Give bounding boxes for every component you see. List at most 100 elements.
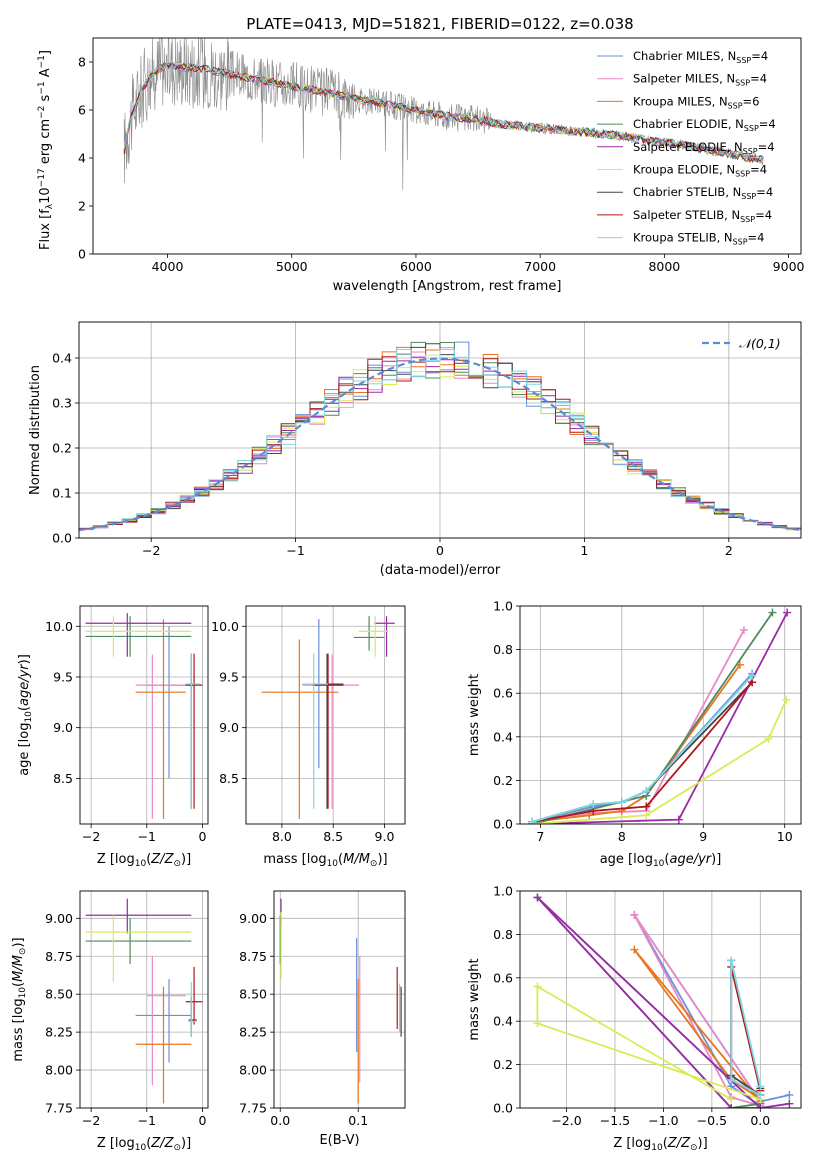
axes-frame: −2.0 −1.5 −1.0 −0.5 0.0 0.0 0.2 0.4 0.6 0.8 1.0 [493, 884, 802, 1128]
x-tick-label: 0.0 [270, 1113, 290, 1128]
axes-box [519, 605, 802, 825]
x-axis-label: age [log10(age/yr)] [600, 852, 722, 869]
plot-area [261, 616, 395, 819]
chart-age_vs_Z: −2 −1 0 8.5 9.0 9.5 10.0 Z [log10(Z/Z⊙)] age [lo… [17, 605, 209, 869]
x-axis-label: (data-model)/error [380, 563, 501, 578]
x-tick-label: 8 [618, 829, 626, 844]
chart-mass_vs_ebv: 0.0 0.1 7.75 8.00 8.25 8.50 8.75 9.00 E(B-V) [239, 890, 406, 1148]
plot-area [123, 38, 764, 190]
y-tick-label: 7.75 [239, 1101, 267, 1116]
y-tick-label: 4 [78, 151, 86, 166]
x-tick-label: 0.1 [348, 1113, 368, 1128]
x-tick-label: −1 [138, 829, 156, 844]
weight-marker [727, 1075, 736, 1084]
plot-area [279, 898, 402, 1104]
weight-line [531, 672, 753, 823]
x-tick-label: 8.5 [323, 829, 343, 844]
x-tick-label: −1.5 [600, 1113, 630, 1128]
axes-box [245, 605, 406, 825]
x-tick-label: 0 [198, 829, 206, 844]
weight-line [531, 675, 753, 823]
x-axis-label: Z [log10(Z/Z⊙)] [613, 1136, 707, 1153]
y-tick-label: 8.75 [45, 949, 73, 964]
weight-marker [630, 910, 639, 919]
x-axis-label: mass [log10(M/M⊙)] [263, 852, 387, 869]
axes-frame: −2 −1 0 7.75 8.00 8.25 8.50 8.75 9.00 [45, 890, 209, 1128]
weight-line [536, 984, 761, 1101]
weight-marker [585, 811, 594, 820]
weight-marker [533, 982, 542, 991]
y-tick-label: 2 [78, 199, 86, 214]
legend-label: 𝒩(0,1) [739, 336, 781, 351]
axes-frame: 0.0 0.1 7.75 8.00 8.25 8.50 8.75 9.00 [239, 890, 406, 1128]
plot-area [533, 893, 794, 1108]
x-tick-label: 7000 [524, 259, 556, 274]
legend-label: Chabrier ELODIE, NSSP=4 [633, 117, 776, 133]
y-tick-label: 8.25 [239, 1025, 267, 1040]
x-axis-label: Z [log10(Z/Z⊙)] [97, 852, 191, 869]
x-tick-label: 8.0 [272, 829, 292, 844]
legend-label: Salpeter MILES, NSSP=4 [633, 72, 767, 88]
axes-box [519, 890, 802, 1109]
y-axis-label: mass [log10(M/M⊙)] [11, 937, 28, 1061]
weight-marker [764, 734, 773, 743]
x-tick-label: 0 [436, 543, 444, 558]
y-tick-label: 7.75 [45, 1101, 73, 1116]
weight-marker [785, 1090, 794, 1099]
y-tick-label: 0.8 [493, 642, 513, 657]
weight-marker [642, 787, 651, 796]
y-tick-label: 8.5 [53, 771, 73, 786]
legend-label: Chabrier MILES, NSSP=4 [633, 49, 768, 65]
weight-line [730, 966, 762, 1096]
weight-marker [727, 956, 736, 965]
y-tick-label: 8.00 [239, 1063, 267, 1078]
y-tick-label: 0.6 [493, 970, 513, 985]
legend-label: Salpeter ELODIE, NSSP=4 [633, 140, 775, 156]
chart-weight_vs_Z: −2.0 −1.5 −1.0 −0.5 0.0 0.0 0.2 0.4 0.6 0.8 1.0 Z [… [467, 884, 802, 1153]
model-spectrum-line [123, 60, 763, 164]
x-tick-label: −2 [82, 1113, 100, 1128]
legend: Chabrier MILES, NSSP=4 Salpeter MILES, NS… [597, 49, 776, 247]
axes-frame: −2 −1 0 1 2 0.0 0.1 0.2 0.3 0.4 [52, 321, 802, 558]
x-tick-label: −1 [286, 543, 304, 558]
axes-box [79, 605, 209, 825]
chart-mass_vs_Z: −2 −1 0 7.75 8.00 8.25 8.50 8.75 9.00 Z [log10(Z/… [11, 890, 209, 1153]
x-tick-label: −2 [142, 543, 160, 558]
axes-frame: 8.0 8.5 9.0 8.5 9.0 9.5 10.0 [211, 605, 406, 844]
y-tick-label: 9.0 [219, 720, 239, 735]
x-tick-label: 8000 [648, 259, 680, 274]
legend-label: Salpeter STELIB, NSSP=4 [633, 208, 772, 224]
y-tick-label: 0.1 [52, 486, 72, 501]
normal-curve [79, 357, 801, 532]
weight-line [633, 949, 761, 1103]
weight-marker [589, 800, 598, 809]
x-tick-label: 2 [725, 543, 733, 558]
x-tick-label: 9000 [773, 259, 805, 274]
x-tick-label: 1 [580, 543, 588, 558]
x-tick-label: 4000 [152, 259, 184, 274]
model-spectrum-line [123, 60, 763, 162]
weight-line [532, 612, 788, 824]
x-tick-label: −1 [138, 1113, 156, 1128]
y-tick-label: 9.5 [219, 669, 239, 684]
x-tick-label: 0 [198, 1113, 206, 1128]
weight-line [633, 914, 762, 1107]
x-tick-label: 0.0 [750, 1113, 770, 1128]
weight-marker [727, 1104, 736, 1108]
y-tick-label: 0.0 [493, 1101, 513, 1116]
y-tick-label: 9.00 [45, 911, 73, 926]
legend: 𝒩(0,1) [702, 336, 781, 351]
weight-line [532, 699, 788, 824]
weight-marker [782, 695, 791, 704]
legend-label: Chabrier STELIB, NSSP=4 [633, 185, 773, 201]
weight-line [531, 681, 753, 823]
weight-marker [748, 671, 757, 680]
weight-marker [642, 811, 651, 820]
legend-label: Kroupa STELIB, NSSP=4 [633, 231, 764, 247]
y-tick-label: 8.50 [239, 987, 267, 1002]
y-tick-label: 8.25 [45, 1025, 73, 1040]
y-tick-label: 0.4 [493, 1014, 513, 1029]
weight-marker [528, 817, 537, 824]
axes-frame: 4000 5000 6000 7000 8000 9000 0 2 4 6 8 [78, 37, 805, 274]
